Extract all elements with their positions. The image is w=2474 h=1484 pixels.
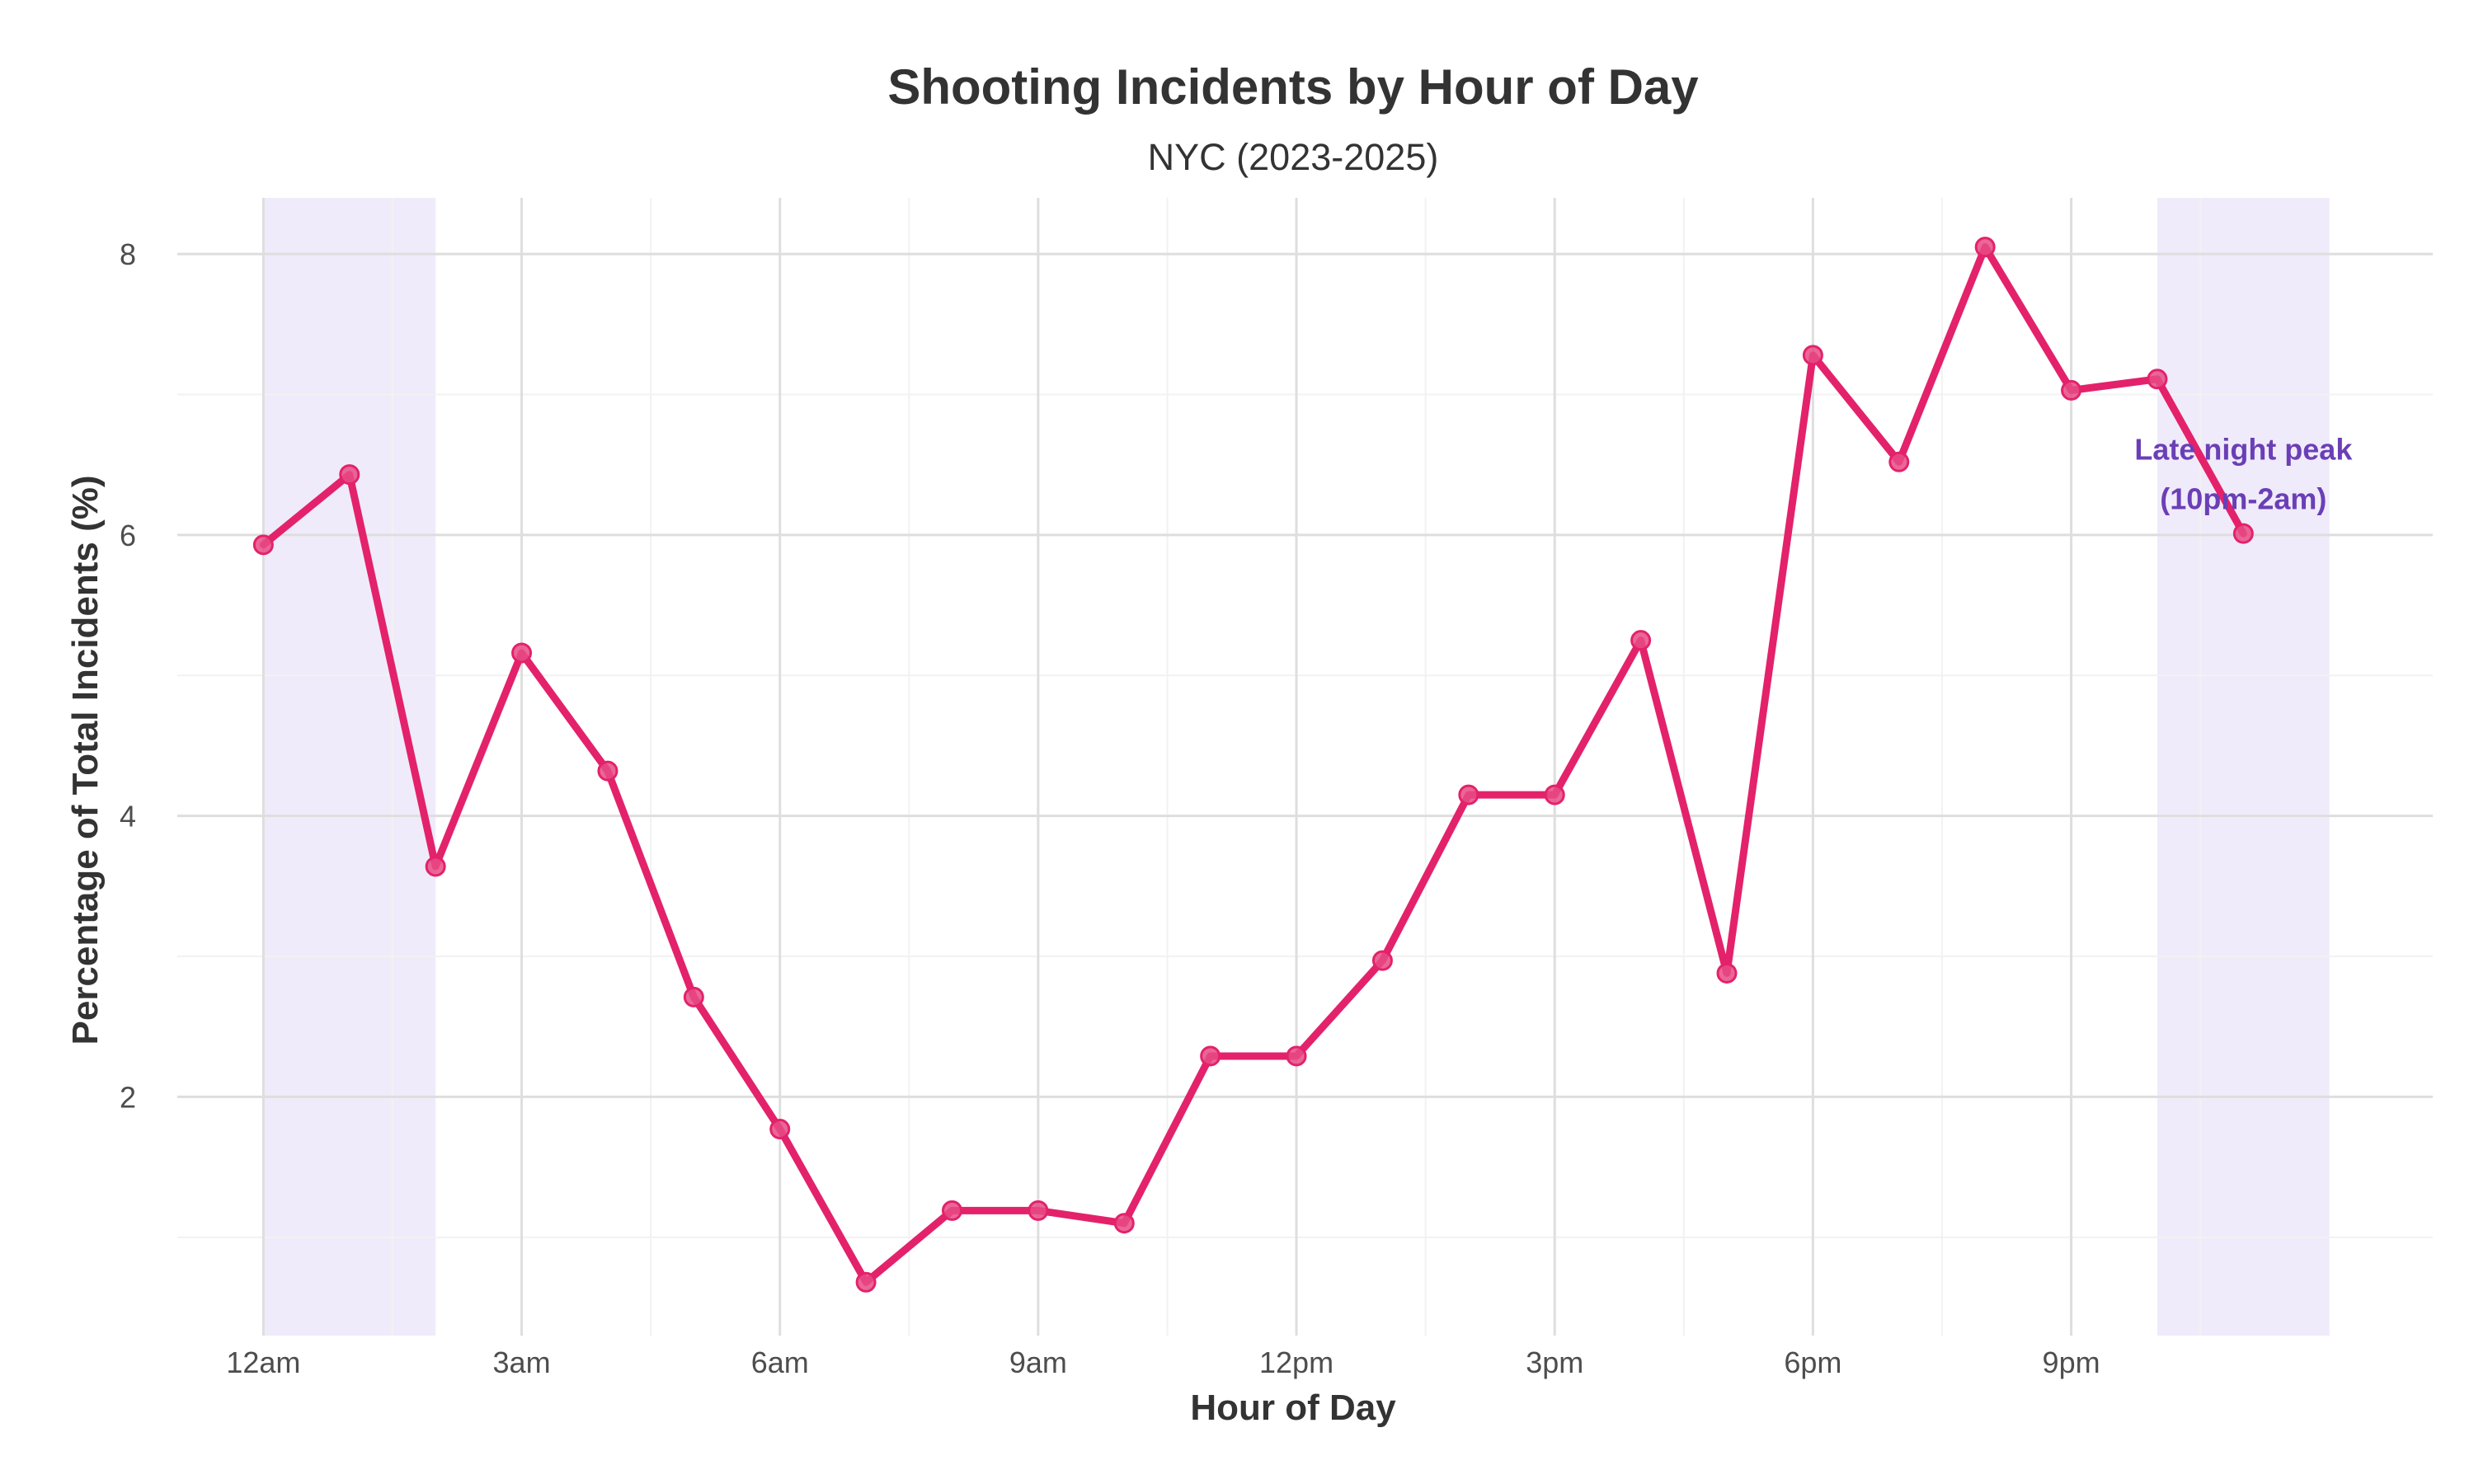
data-point <box>2147 369 2168 390</box>
data-point <box>1888 451 1910 472</box>
highlight-band <box>263 198 436 1336</box>
data-point <box>1113 1213 1135 1234</box>
data-point <box>425 856 446 877</box>
data-point <box>1630 630 1652 651</box>
data-point <box>683 986 704 1007</box>
x-tick-label: 3pm <box>1526 1345 1583 1379</box>
data-point <box>942 1200 963 1221</box>
series-layer <box>252 237 2254 1293</box>
data-point <box>1974 237 1996 258</box>
data-point <box>1544 784 1565 805</box>
x-tick-label: 6pm <box>1784 1345 1841 1379</box>
annotation: Late night peak (10pm-2am) <box>2134 432 2353 515</box>
y-tick-label: 4 <box>120 800 136 834</box>
x-axis-title: Hour of Day <box>1190 1388 1396 1428</box>
y-axis-title: Percentage of Total Incidents (%) <box>65 475 106 1045</box>
data-point <box>1371 950 1393 971</box>
chart-title: Shooting Incidents by Hour of Day <box>887 59 1699 115</box>
highlight-band <box>2157 198 2330 1336</box>
data-point <box>855 1271 877 1293</box>
tick-layer: 2 4 6 8 12am 3am 6am 9am 12pm 3pm 6pm 9pm <box>120 237 2100 1379</box>
y-tick-label: 6 <box>120 519 136 552</box>
x-tick-label: 12pm <box>1259 1345 1333 1379</box>
data-point <box>2232 523 2254 544</box>
grid-layer <box>177 198 2433 1336</box>
data-point <box>1200 1045 1221 1067</box>
data-point <box>1286 1045 1307 1067</box>
y-tick-label: 2 <box>120 1080 136 1114</box>
highlight-layer <box>263 198 2330 1336</box>
series-line <box>259 243 2247 1286</box>
annotation-line: Late night peak <box>2134 432 2353 466</box>
annotation-line: (10pm-2am) <box>2160 481 2326 515</box>
data-point <box>2061 379 2082 401</box>
x-tick-label: 6am <box>751 1345 809 1379</box>
data-point <box>1028 1200 1049 1221</box>
x-tick-label: 9am <box>1009 1345 1067 1379</box>
y-tick-label: 8 <box>120 237 136 271</box>
data-point <box>511 642 533 664</box>
data-point <box>1716 962 1738 984</box>
data-point <box>1458 784 1479 805</box>
data-point <box>597 760 618 782</box>
data-point <box>339 464 360 486</box>
data-point <box>252 534 274 556</box>
data-point <box>769 1119 791 1140</box>
x-tick-label: 12am <box>226 1345 300 1379</box>
x-tick-label: 3am <box>493 1345 551 1379</box>
data-point <box>1802 345 1823 366</box>
chart-subtitle: NYC (2023-2025) <box>1148 136 1439 178</box>
x-tick-label: 9pm <box>2043 1345 2100 1379</box>
